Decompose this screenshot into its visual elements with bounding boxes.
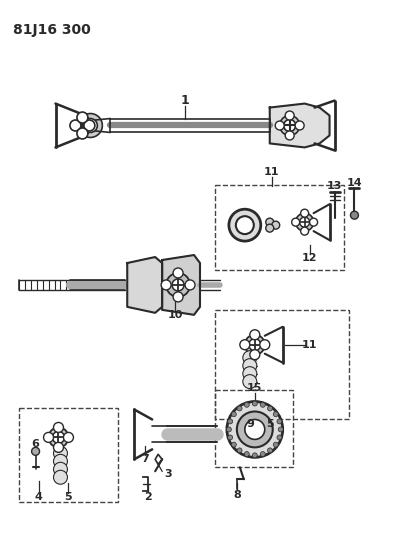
Bar [215,185,345,270]
Circle shape [243,367,257,381]
Circle shape [275,121,284,130]
Text: 81J16 300: 81J16 300 [13,23,90,37]
Polygon shape [270,103,329,148]
Circle shape [272,221,280,229]
Circle shape [300,217,310,227]
Circle shape [266,224,274,232]
Text: 5: 5 [266,419,274,430]
Circle shape [44,432,53,442]
Circle shape [236,216,254,234]
Circle shape [310,218,318,226]
Circle shape [250,350,260,360]
Circle shape [53,446,67,461]
Circle shape [249,339,261,351]
Circle shape [228,419,233,424]
Circle shape [245,335,265,354]
Circle shape [244,451,249,457]
Text: 9: 9 [246,419,254,430]
Circle shape [237,406,242,411]
Text: 11: 11 [264,167,280,177]
Circle shape [296,213,314,231]
Circle shape [228,435,233,440]
Circle shape [173,292,183,302]
Text: 13: 13 [327,181,342,191]
Circle shape [77,128,88,139]
Circle shape [243,375,257,389]
Circle shape [268,448,272,453]
Text: 10: 10 [168,310,183,320]
Text: 7: 7 [141,454,149,464]
Circle shape [350,211,358,219]
Circle shape [185,280,195,290]
Text: 4: 4 [34,492,42,502]
Circle shape [53,431,65,443]
Circle shape [260,340,270,350]
Circle shape [84,118,97,133]
Circle shape [231,411,236,417]
Circle shape [49,427,69,447]
Circle shape [292,218,300,226]
Circle shape [277,435,282,440]
Circle shape [173,268,183,278]
Text: 11: 11 [302,340,317,350]
Circle shape [53,442,63,453]
Circle shape [70,120,81,131]
Circle shape [295,121,304,130]
Text: 5: 5 [65,492,72,502]
Circle shape [78,114,102,138]
Circle shape [243,351,257,365]
Text: 2: 2 [144,492,152,502]
Circle shape [237,448,242,453]
Circle shape [266,218,274,226]
Circle shape [268,406,272,411]
Circle shape [166,273,190,297]
Bar [215,390,293,467]
Circle shape [227,427,231,432]
Circle shape [301,227,308,235]
Bar [215,310,349,419]
Circle shape [277,419,282,424]
Circle shape [285,131,294,140]
Polygon shape [127,257,162,313]
Text: 8: 8 [233,490,241,500]
Circle shape [260,451,265,457]
Text: 14: 14 [346,179,362,188]
Circle shape [252,453,257,458]
Polygon shape [162,255,200,315]
Circle shape [250,330,260,340]
Circle shape [278,427,283,432]
Circle shape [53,470,67,484]
Text: 15: 15 [247,383,263,393]
Circle shape [280,116,300,135]
Circle shape [32,447,40,455]
Circle shape [273,411,278,417]
Circle shape [243,359,257,373]
Circle shape [231,442,236,447]
Circle shape [227,401,283,457]
Circle shape [172,279,184,291]
Text: 12: 12 [302,253,317,263]
Circle shape [285,111,294,120]
Circle shape [53,423,63,432]
Circle shape [84,120,95,131]
Text: 3: 3 [164,469,172,479]
Circle shape [273,442,278,447]
Circle shape [161,280,171,290]
Circle shape [245,419,265,439]
Circle shape [229,209,261,241]
Circle shape [252,401,257,406]
Circle shape [237,411,273,447]
Circle shape [244,402,249,407]
Circle shape [284,119,296,132]
Circle shape [63,432,73,442]
Circle shape [53,454,67,469]
Bar [19,408,118,502]
Circle shape [260,402,265,407]
Circle shape [53,462,67,477]
Text: 6: 6 [32,439,40,449]
Circle shape [240,340,250,350]
Text: 1: 1 [181,94,189,107]
Circle shape [301,209,308,217]
Circle shape [77,112,88,123]
